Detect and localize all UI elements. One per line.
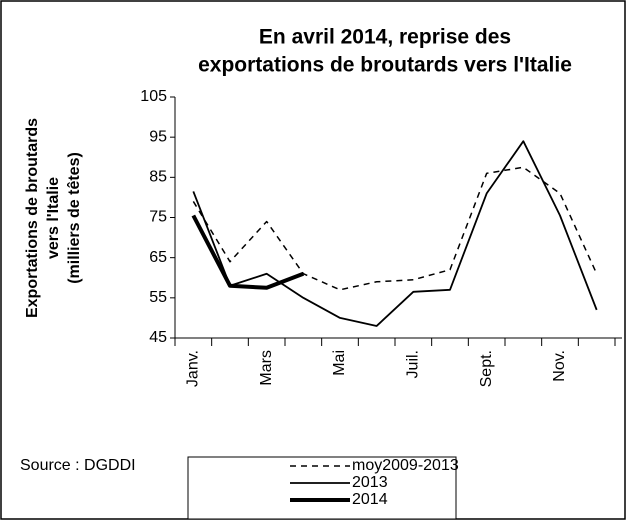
y-tick-label: 85 xyxy=(149,169,167,186)
series-line xyxy=(191,214,305,290)
chart-title: En avril 2014, reprise des xyxy=(259,26,511,49)
y-axis-title-line: (milliers de têtes) xyxy=(66,152,83,284)
series-line xyxy=(192,140,598,327)
y-axis-title: Exportations de broutards vers l'Italie … xyxy=(24,118,83,318)
y-tick-label: 95 xyxy=(149,128,167,145)
legend-box xyxy=(187,456,457,520)
y-tick-label: 55 xyxy=(149,289,167,306)
x-tick-label: Janv. xyxy=(185,350,202,387)
y-tick-label: 45 xyxy=(149,329,167,346)
source-note: Source : DGDDI xyxy=(20,457,136,474)
legend-label: 2013 xyxy=(352,474,388,491)
y-axis-title-line: vers l'Italie xyxy=(45,177,62,259)
x-tick-label: Mai xyxy=(331,350,348,376)
x-tick-label: Mars xyxy=(258,350,275,386)
y-tick-label: 75 xyxy=(149,209,167,226)
legend-label: 2014 xyxy=(352,491,388,508)
y-tick-label: 105 xyxy=(140,88,167,105)
x-tick-label: Nov. xyxy=(551,350,568,382)
legend-label: moy2009-2013 xyxy=(352,457,459,474)
series-line xyxy=(192,166,598,291)
y-tick-label: 65 xyxy=(149,249,167,266)
chart-title: exportations de broutards vers l'Italie xyxy=(198,54,572,77)
x-tick-label: Sept. xyxy=(478,350,495,387)
y-axis-title-line: Exportations de broutards xyxy=(24,118,41,318)
x-tick-label: Juil. xyxy=(405,350,422,378)
